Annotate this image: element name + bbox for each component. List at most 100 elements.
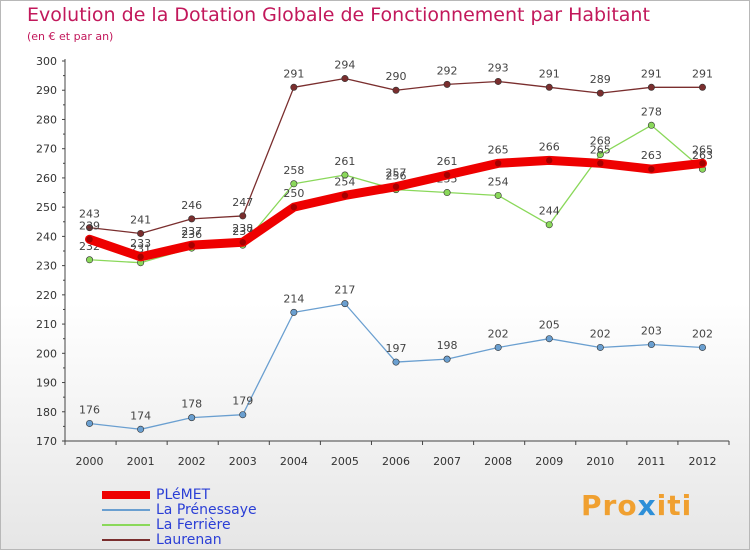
data-point [596,151,604,159]
data-label: 263 [692,149,713,162]
data-point [648,165,655,173]
data-label: 256 [386,170,407,183]
x-tick-label: 2009 [535,455,563,468]
data-label: 291 [539,67,560,80]
legend-swatch [102,490,150,499]
data-point [443,355,451,363]
data-label: 265 [488,143,509,156]
y-tick-label: 280 [36,113,57,126]
data-label: 217 [334,284,355,297]
data-label: 261 [334,155,355,168]
data-label: 291 [283,67,304,80]
data-point [392,86,400,94]
data-point [137,253,144,261]
data-label: 290 [386,70,407,83]
data-label: 294 [334,59,355,72]
data-point [290,203,298,211]
data-point [596,89,604,97]
data-label: 268 [590,135,611,148]
legend-swatch [102,538,150,541]
data-point [341,171,349,179]
data-point [86,224,94,232]
data-point [698,83,706,91]
data-label: 265 [692,143,713,156]
data-point [86,236,93,243]
data-point [392,183,400,190]
data-point [137,425,145,433]
data-label: 291 [692,67,713,80]
data-point [188,241,195,249]
data-point [86,256,94,264]
y-tick-label: 260 [36,172,57,185]
chart-title: Evolution de la Dotation Globale de Fonc… [27,4,650,26]
y-tick-label: 240 [36,230,57,243]
data-label: 292 [437,64,458,77]
x-tick-label: 2004 [280,455,308,468]
data-label: 293 [488,61,509,74]
data-point [545,335,553,343]
legend-item: Laurenan [102,532,257,548]
data-label: 239 [79,219,100,232]
legend-label: La Prénessaye [156,501,257,518]
data-point [290,308,298,316]
data-label: 205 [539,319,560,332]
data-point [545,221,553,229]
data-label: 178 [181,398,202,411]
x-tick-label: 2012 [688,455,716,468]
data-label: 265 [590,143,611,156]
x-tick-label: 2001 [127,455,155,468]
x-tick-label: 2003 [229,455,257,468]
data-label: 246 [181,199,202,212]
data-point [86,419,94,427]
data-label: 243 [79,208,100,221]
data-point [443,189,451,197]
data-point [290,180,298,188]
data-label: 202 [590,327,611,340]
data-point [546,157,553,164]
y-tick-label: 180 [36,406,57,419]
data-point [341,300,349,308]
y-tick-label: 250 [36,201,57,214]
data-point [239,239,246,246]
data-label: 278 [641,105,662,118]
data-label: 197 [386,342,407,355]
data-label: 266 [539,140,560,153]
data-point [494,343,502,351]
data-point [647,341,655,349]
x-tick-label: 2006 [382,455,410,468]
data-label: 214 [283,292,304,305]
data-label: 241 [130,213,151,226]
x-tick-label: 2005 [331,455,359,468]
data-label: 176 [79,403,100,416]
series-laurenan: 243 241 246 247 291 294 290 292 293 291 289 291 291 [79,59,713,237]
data-point [494,77,502,85]
data-label: 198 [437,339,458,352]
data-label: 258 [283,164,304,177]
data-point [341,75,349,83]
x-tick-label: 2011 [637,455,665,468]
data-point [699,160,706,167]
data-point [188,414,196,422]
data-point [290,83,298,91]
brand-logo: Proxiti [581,489,693,522]
data-label: 233 [130,237,151,250]
y-tick-label: 190 [36,377,57,390]
data-label: 179 [232,395,253,408]
data-label: 291 [641,67,662,80]
y-tick-label: 220 [36,289,57,302]
x-tick-label: 2010 [586,455,614,468]
data-label: 257 [386,167,407,180]
data-label: 289 [590,73,611,86]
data-label: 237 [181,225,202,238]
y-tick-label: 200 [36,347,57,360]
x-tick-label: 2002 [178,455,206,468]
data-label: 202 [692,327,713,340]
data-point [494,191,502,199]
data-label: 238 [232,222,253,235]
data-point [341,192,349,199]
chart-legend: PLéMET La Prénessaye La Ferrière Laurenan [102,487,257,548]
data-label: 236 [181,228,202,241]
data-point [443,80,451,88]
